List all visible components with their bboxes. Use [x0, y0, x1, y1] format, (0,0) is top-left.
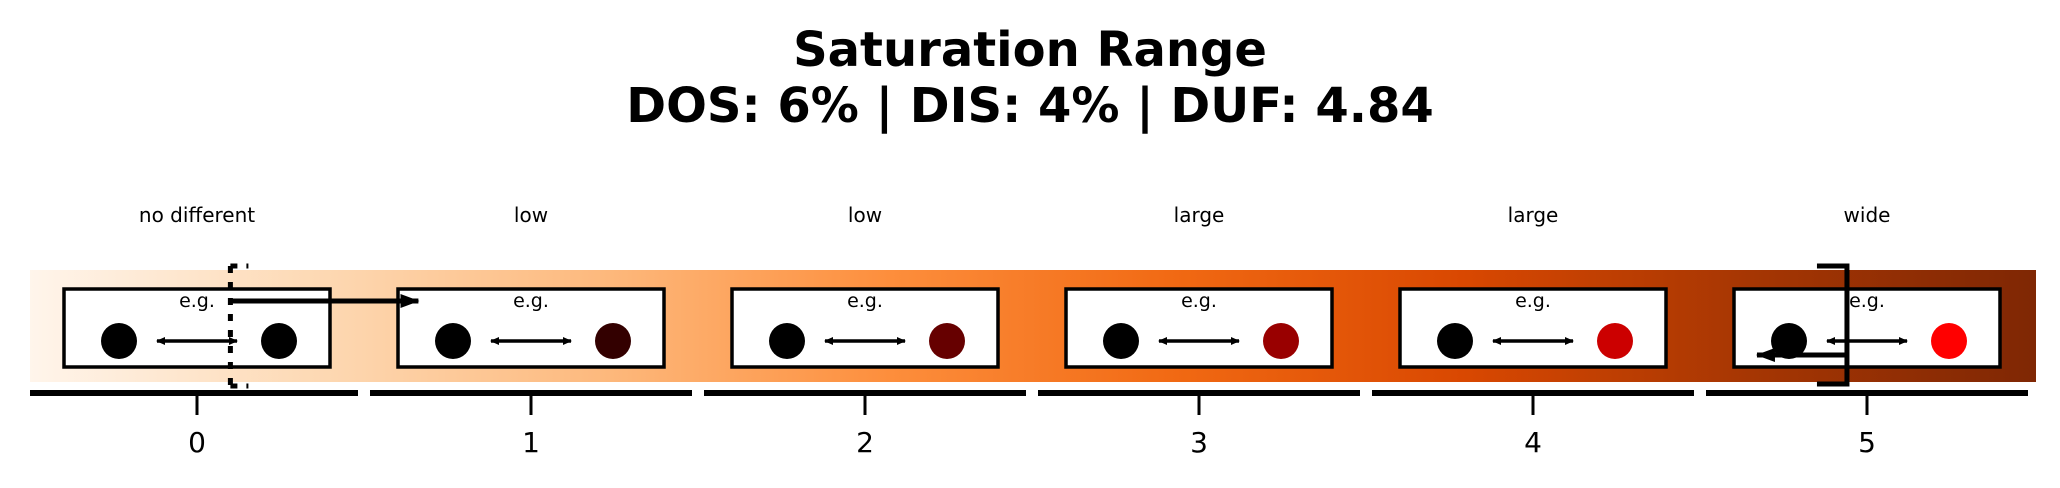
scale-segment-5: wide e.g. 5 [1706, 203, 2028, 459]
example-label: e.g. [1181, 290, 1217, 312]
scale-segment-2: low e.g. 2 [704, 203, 1026, 459]
tick-label: 1 [522, 426, 540, 459]
dos-marker [227, 263, 420, 389]
example-label: e.g. [1849, 290, 1885, 312]
example-color-circle [929, 323, 965, 359]
example-color-circle [1931, 323, 1967, 359]
segment-level-label: low [848, 203, 882, 227]
scale-segment-0: no different e.g. 0 [30, 203, 358, 459]
example-color-circle [595, 323, 631, 359]
tick-label: 4 [1524, 426, 1542, 459]
segment-level-label: wide [1844, 203, 1891, 227]
scale-segment-1: low e.g. 1 [370, 203, 692, 459]
dis-bracket [1816, 263, 1850, 387]
color-gradient-band [30, 270, 2036, 382]
segment-level-label: no different [139, 203, 255, 227]
segment-level-label: large [1174, 203, 1225, 227]
tick-label: 2 [856, 426, 874, 459]
chart-subtitle: DOS: 6% | DIS: 4% | DUF: 4.84 [626, 78, 1434, 134]
chart-title: Saturation Range [793, 22, 1267, 78]
dis-marker [1755, 263, 1850, 387]
example-label: e.g. [1515, 290, 1551, 312]
reference-circle [769, 323, 805, 359]
reference-circle [1103, 323, 1139, 359]
example-color-circle [1263, 323, 1299, 359]
segment-level-label: large [1508, 203, 1559, 227]
scale-segment-3: large e.g. 3 [1038, 203, 1360, 459]
segment-level-label: low [514, 203, 548, 227]
reference-circle [435, 323, 471, 359]
reference-circle [1771, 323, 1807, 359]
example-label: e.g. [847, 290, 883, 312]
example-color-circle [1597, 323, 1633, 359]
reference-circle [101, 323, 137, 359]
tick-label: 5 [1858, 426, 1876, 459]
scale-segment-4: large e.g. 4 [1372, 203, 1694, 459]
tick-label: 0 [188, 426, 206, 459]
tick-label: 3 [1190, 426, 1208, 459]
example-label: e.g. [179, 290, 215, 312]
reference-circle [1437, 323, 1473, 359]
example-color-circle [261, 323, 297, 359]
example-label: e.g. [513, 290, 549, 312]
